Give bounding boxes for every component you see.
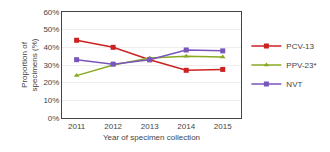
svg-text:2013: 2013 bbox=[141, 122, 159, 131]
svg-text:PPV-23*: PPV-23* bbox=[286, 61, 316, 70]
svg-text:2011: 2011 bbox=[68, 122, 86, 131]
svg-text:10%: 10% bbox=[43, 96, 59, 105]
svg-text:NVT: NVT bbox=[286, 80, 302, 89]
svg-text:2015: 2015 bbox=[214, 122, 232, 131]
svg-text:40%: 40% bbox=[43, 43, 59, 52]
svg-text:Year of specimen collection: Year of specimen collection bbox=[103, 133, 200, 142]
svg-text:PCV-13: PCV-13 bbox=[286, 42, 314, 51]
svg-text:30%: 30% bbox=[43, 61, 59, 70]
svg-text:60%: 60% bbox=[43, 8, 59, 17]
svg-text:50%: 50% bbox=[43, 25, 59, 34]
svg-text:0%: 0% bbox=[48, 114, 60, 123]
svg-text:20%: 20% bbox=[43, 78, 59, 87]
svg-text:2012: 2012 bbox=[104, 122, 122, 131]
svg-text:2014: 2014 bbox=[177, 122, 195, 131]
svg-text:Proportion ofspecimens (%): Proportion ofspecimens (%) bbox=[20, 38, 39, 91]
